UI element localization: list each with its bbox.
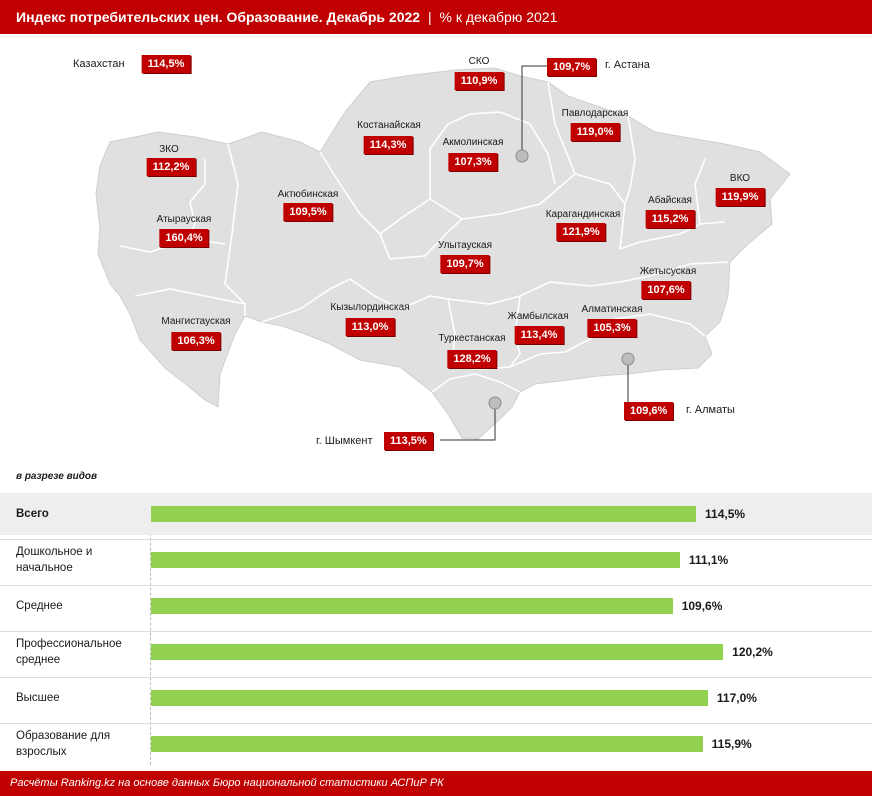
row-separator (0, 677, 872, 678)
region-value-zhambyl: 113,4% (514, 326, 564, 344)
bar-value-label: 109,6% (681, 599, 723, 613)
region-value-turkestan: 128,2% (447, 350, 497, 368)
country-shape (95, 67, 791, 440)
region-name-kostanay: Костанайская (357, 120, 421, 131)
region-value-zhetysu: 107,6% (641, 281, 691, 299)
header-bar: Индекс потребительских цен. Образование.… (0, 0, 872, 34)
region-name-mangystau: Мангистауская (161, 316, 231, 327)
bar-category-label: Профессиональное среднее (16, 638, 122, 666)
region-name-karaganda: Карагандинская (545, 209, 621, 220)
bar-category-label: Дошкольное и начальное (16, 546, 93, 574)
shymkent-leader-line (440, 404, 496, 441)
region-value-abay: 115,2% (645, 210, 695, 228)
row-separator (0, 631, 872, 632)
city-name-almaty: г. Алматы (686, 404, 735, 416)
region-borders (119, 81, 729, 393)
bar-value-label: 120,2% (732, 645, 773, 659)
almaty-marker (621, 352, 635, 366)
region-name-vko: ВКО (729, 173, 751, 184)
region-name-abay: Абайская (648, 195, 692, 206)
bar-value-label: 114,5% (705, 507, 746, 521)
bar-row: Дошкольное и начальное 111,1% (0, 539, 872, 581)
source-note: Расчёты Ranking.kz на основе данных Бюро… (10, 777, 444, 789)
city-value-almaty: 109,6% (624, 402, 674, 420)
region-value-kostanay: 114,3% (363, 136, 413, 154)
bar-row: Профессиональное среднее 120,2% (0, 631, 872, 673)
bar (151, 506, 697, 522)
region-value-akmola: 107,3% (448, 153, 498, 171)
region-value-vko: 119,9% (715, 188, 765, 206)
bar-value-label: 111,1% (688, 553, 729, 567)
bar (151, 552, 680, 568)
bar-category-label: Образование для взрослых (16, 730, 111, 758)
kazakhstan-label: Казахстан (73, 58, 125, 70)
region-value-kyzylorda: 113,0% (345, 318, 395, 336)
bar-category-label: Среднее (16, 600, 63, 612)
region-value-sko: 110,9% (454, 72, 504, 90)
region-value-zko: 112,2% (146, 158, 196, 176)
shymkent-marker (488, 396, 502, 410)
region-value-aktobe: 109,5% (283, 203, 333, 221)
region-value-mangystau: 106,3% (171, 332, 221, 350)
region-name-zhetysu: Жетысуская (639, 266, 697, 277)
region-value-atyrau: 160,4% (159, 229, 209, 247)
bar-value-label: 117,0% (716, 691, 757, 705)
kazakhstan-map: Казахстан 114,5% ЗКО 112,2% Атырауская 1… (0, 34, 872, 464)
astana-leader-line (521, 65, 547, 155)
row-separator (0, 585, 872, 586)
row-separator (0, 723, 872, 724)
region-value-karaganda: 121,9% (556, 223, 606, 241)
region-value-ulytau: 109,7% (440, 255, 490, 273)
city-name-shymkent: г. Шымкент (316, 435, 373, 447)
section-label: в разрезе видов (16, 471, 98, 482)
bar-category-label: Всего (16, 508, 49, 520)
region-name-atyrau: Атырауская (156, 214, 212, 225)
region-value-almaty-obl: 105,3% (587, 319, 637, 337)
map-shape (95, 65, 791, 441)
title-text: Индекс потребительских цен. Образование.… (16, 9, 421, 25)
city-value-astana: 109,7% (547, 58, 597, 76)
bar-row: Образование для взрослых 115,9% (0, 723, 872, 765)
bar (151, 690, 708, 706)
bar-category-label: Высшее (16, 692, 60, 704)
region-name-kyzylorda: Кызылординская (330, 302, 410, 313)
region-name-zko: ЗКО (159, 144, 179, 155)
footer-bar: Расчёты Ranking.kz на основе данных Бюро… (0, 771, 872, 796)
city-value-shymkent: 113,5% (384, 432, 433, 450)
astana-marker (515, 149, 529, 163)
bar-row: Среднее 109,6% (0, 585, 872, 627)
region-name-pavlodar: Павлодарская (561, 108, 629, 119)
title-subtitle: % к декабрю 2021 (439, 9, 558, 25)
region-name-almaty-obl: Алматинская (581, 304, 643, 315)
region-name-akmola: Акмолинская (442, 137, 504, 148)
region-name-aktobe: Актюбинская (277, 189, 339, 200)
region-name-ulytau: Улытауская (437, 240, 493, 251)
region-name-turkestan: Туркестанская (438, 333, 506, 344)
bar (151, 598, 673, 614)
bar (151, 736, 703, 752)
title-separator: | (427, 9, 432, 25)
bar-row: Высшее 117,0% (0, 677, 872, 719)
bar-value-label: 115,9% (711, 737, 752, 751)
bar-row: Всего 114,5% (0, 493, 872, 535)
row-separator (0, 539, 872, 540)
city-name-astana: г. Астана (605, 59, 650, 71)
region-name-sko: СКО (468, 56, 490, 67)
region-name-zhambyl: Жамбылская (507, 311, 569, 322)
kazakhstan-value-badge: 114,5% (141, 55, 191, 73)
chart-title: Индекс потребительских цен. Образование.… (16, 9, 557, 25)
bar (151, 644, 724, 660)
bar-axis-line (150, 493, 151, 765)
region-value-pavlodar: 119,0% (570, 123, 620, 141)
